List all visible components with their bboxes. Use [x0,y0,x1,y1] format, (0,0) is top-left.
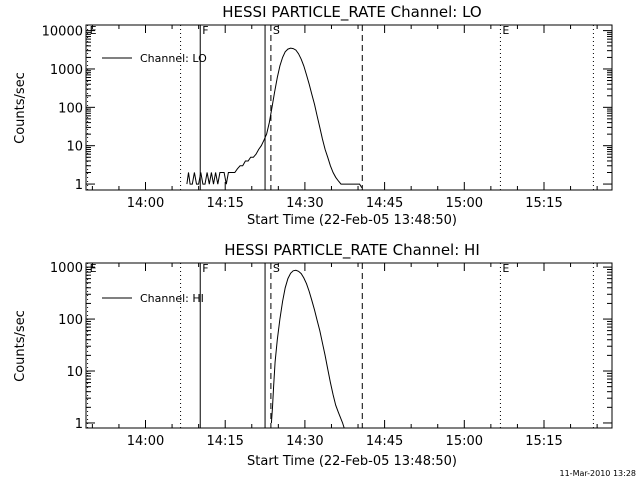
x-tick-label: 14:15 [206,434,243,449]
plot-title: HESSI PARTICLE_RATE Channel: HI [224,241,480,260]
x-tick-label: 14:00 [127,196,164,211]
x-tick-label: 15:15 [525,196,562,211]
y-tick-label: 10000 [42,25,83,40]
data-layer [87,263,594,429]
event-marker-label: S [273,24,280,37]
x-axis-label: Start Time (22-Feb-05 13:48:50) [247,454,457,469]
legend: Channel: LO [102,52,207,65]
x-tick-label: 15:00 [446,196,483,211]
x-tick-label: 14:00 [127,434,164,449]
event-marker-label: E [90,24,97,37]
y-tick-label: 1000 [50,63,83,78]
y-tick-label: 100 [58,313,83,328]
x-tick-label: 14:45 [366,434,403,449]
x-tick-label: 14:30 [286,196,323,211]
series-line [270,269,345,429]
data-layer [87,25,594,190]
y-axis-label: Counts/sec [13,72,28,144]
series-line [186,47,363,189]
legend: Channel: HI [102,292,204,305]
y-tick-label: 1000 [50,261,83,276]
y-axis-label: Counts/sec [13,310,28,382]
plot-frame [85,24,613,191]
plot-frame [85,262,613,429]
y-tick-label: 1 [75,178,83,193]
x-tick-label: 14:30 [286,434,323,449]
event-marker-label: E [502,24,509,37]
plot-panel-hi: HESSI PARTICLE_RATE Channel: HI Start Ti… [13,241,613,469]
event-marker-label: E [502,262,509,275]
event-marker-label: S [273,262,280,275]
event-marker-label: F [202,24,208,37]
timestamp: 11-Mar-2010 13:28 [560,469,637,478]
x-tick-label: 14:45 [366,196,403,211]
y-tick-label: 100 [58,101,83,116]
ticks-layer: 14:00 14:15 14:30 14:45 15:00 15:15 1 10 100 1000 [50,261,612,449]
ticks-layer: 14:00 14:15 14:30 14:45 15:00 15:15 1 10 100 1000… [42,25,612,211]
x-axis-label: Start Time (22-Feb-05 13:48:50) [247,213,457,228]
x-tick-label: 15:00 [446,434,483,449]
x-tick-label: 15:15 [525,434,562,449]
event-marker-label: E [90,262,97,275]
event-marker-label: F [202,262,208,275]
plot-panel-lo: HESSI PARTICLE_RATE Channel: LO Start Ti… [13,3,613,228]
legend-label: Channel: LO [140,52,207,65]
y-tick-label: 10 [66,140,83,155]
plot-title: HESSI PARTICLE_RATE Channel: LO [222,3,481,22]
y-tick-label: 10 [66,365,83,380]
x-tick-label: 14:15 [206,196,243,211]
legend-label: Channel: HI [140,292,204,305]
y-tick-label: 1 [75,417,83,432]
